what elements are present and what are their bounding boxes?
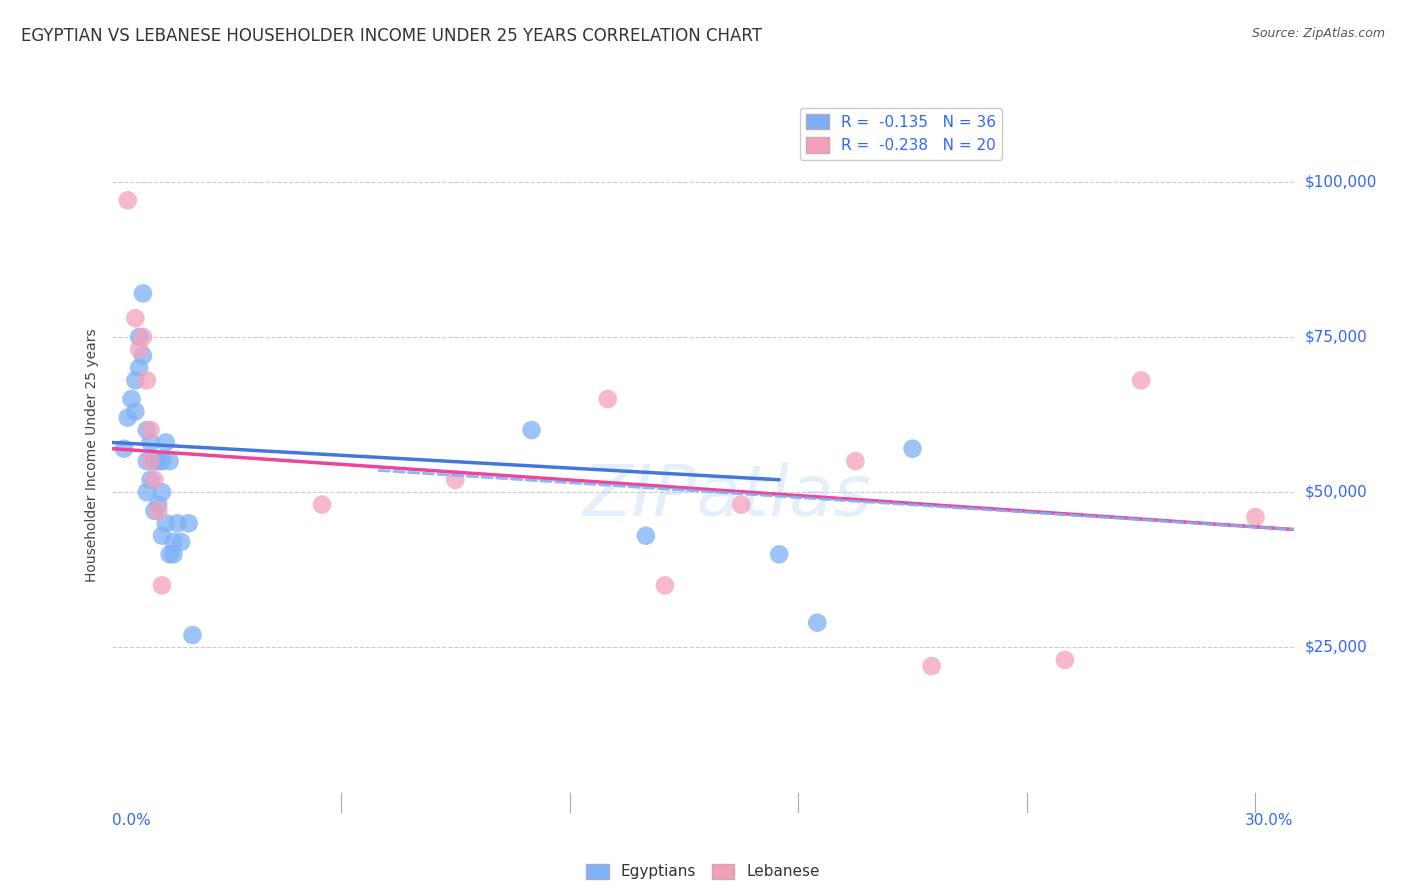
Point bbox=[444, 473, 467, 487]
Point bbox=[124, 311, 146, 326]
Point bbox=[177, 516, 200, 531]
Point bbox=[520, 423, 543, 437]
Text: 30.0%: 30.0% bbox=[1246, 814, 1294, 829]
Point bbox=[143, 504, 166, 518]
Point bbox=[806, 615, 828, 630]
Point bbox=[128, 343, 150, 357]
Point bbox=[128, 330, 150, 344]
Point bbox=[132, 330, 155, 344]
Point bbox=[1130, 373, 1153, 387]
Point bbox=[139, 435, 162, 450]
Point bbox=[170, 534, 193, 549]
Point bbox=[921, 659, 943, 673]
Point bbox=[844, 454, 866, 468]
Y-axis label: Householder Income Under 25 years: Householder Income Under 25 years bbox=[84, 328, 98, 582]
Point bbox=[143, 473, 166, 487]
Point bbox=[150, 454, 173, 468]
Point bbox=[162, 547, 184, 561]
Point bbox=[124, 404, 146, 418]
Point bbox=[139, 423, 162, 437]
Point bbox=[135, 423, 157, 437]
Point bbox=[139, 473, 162, 487]
Point bbox=[139, 454, 162, 468]
Point bbox=[768, 547, 790, 561]
Point bbox=[148, 454, 170, 468]
Point bbox=[166, 516, 188, 531]
Point bbox=[143, 454, 166, 468]
Point bbox=[150, 529, 173, 543]
Point bbox=[634, 529, 657, 543]
Point bbox=[128, 360, 150, 375]
Point bbox=[596, 392, 619, 406]
Point bbox=[112, 442, 135, 456]
Point bbox=[162, 534, 184, 549]
Point bbox=[117, 410, 139, 425]
Point bbox=[159, 547, 181, 561]
Point bbox=[124, 373, 146, 387]
Text: $100,000: $100,000 bbox=[1305, 174, 1378, 189]
Point bbox=[150, 485, 173, 500]
Point bbox=[121, 392, 143, 406]
Text: $25,000: $25,000 bbox=[1305, 640, 1368, 655]
Point bbox=[181, 628, 204, 642]
Point bbox=[159, 454, 181, 468]
Text: $50,000: $50,000 bbox=[1305, 484, 1368, 500]
Point bbox=[1053, 653, 1076, 667]
Text: 0.0%: 0.0% bbox=[112, 814, 152, 829]
Point bbox=[117, 193, 139, 207]
Point bbox=[155, 516, 177, 531]
Point bbox=[311, 498, 333, 512]
Text: EGYPTIAN VS LEBANESE HOUSEHOLDER INCOME UNDER 25 YEARS CORRELATION CHART: EGYPTIAN VS LEBANESE HOUSEHOLDER INCOME … bbox=[21, 27, 762, 45]
Text: Source: ZipAtlas.com: Source: ZipAtlas.com bbox=[1251, 27, 1385, 40]
Point bbox=[148, 498, 170, 512]
Point bbox=[135, 373, 157, 387]
Point bbox=[135, 454, 157, 468]
Legend: Egyptians, Lebanese: Egyptians, Lebanese bbox=[579, 857, 827, 886]
Point bbox=[1244, 510, 1267, 524]
Text: $75,000: $75,000 bbox=[1305, 329, 1368, 344]
Point bbox=[135, 485, 157, 500]
Point bbox=[132, 349, 155, 363]
Point bbox=[132, 286, 155, 301]
Point bbox=[155, 435, 177, 450]
Point bbox=[148, 504, 170, 518]
Point bbox=[901, 442, 924, 456]
Point bbox=[654, 578, 676, 592]
Text: ZIPatlas: ZIPatlas bbox=[582, 462, 872, 531]
Point bbox=[150, 578, 173, 592]
Point bbox=[730, 498, 752, 512]
